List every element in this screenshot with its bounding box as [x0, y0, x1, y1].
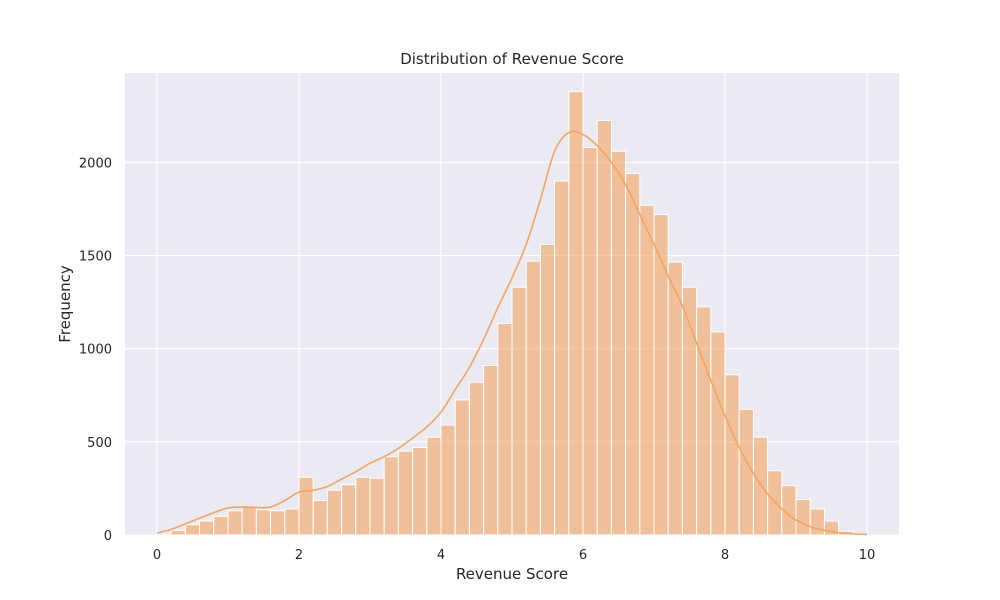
x-tick-label: 4: [437, 548, 445, 563]
histogram-bar: [596, 120, 612, 536]
histogram-bar: [270, 510, 286, 536]
histogram-bar: [369, 477, 385, 536]
histogram-bar: [326, 489, 343, 536]
histogram-bar: [554, 180, 570, 536]
histogram-bar: [809, 508, 825, 536]
histogram-bar: [539, 243, 556, 536]
histogram-bar: [738, 408, 754, 536]
x-tick-label: 2: [295, 548, 303, 563]
histogram-bar: [497, 323, 513, 536]
x-tick-label: 6: [579, 548, 587, 563]
histogram-bar: [184, 524, 201, 536]
histogram-bar: [525, 260, 541, 536]
histogram-bars: [170, 91, 868, 536]
histogram-bar: [227, 510, 243, 536]
histogram-bar: [667, 261, 683, 536]
chart-title: Distribution of Revenue Score: [400, 50, 624, 68]
histogram-bar: [341, 484, 357, 536]
histogram-bar: [241, 506, 257, 536]
histogram-bar: [284, 508, 300, 536]
histogram-bar: [312, 500, 328, 536]
histogram-bar: [625, 173, 641, 536]
tick-labels: 0 2 4 6 8 10 0 500 1000 1500 2000: [79, 156, 875, 563]
kde-curve-layer: [156, 130, 868, 536]
histogram-bar: [724, 374, 740, 536]
x-tick-label: 0: [153, 548, 161, 563]
histogram-bar: [383, 456, 399, 536]
y-tick-label: 1000: [79, 343, 112, 358]
histogram-bar: [397, 450, 414, 536]
histogram-bar: [440, 424, 456, 536]
histogram-bar: [752, 436, 769, 536]
y-tick-label: 0: [104, 529, 112, 544]
histogram-bar: [511, 286, 527, 536]
histogram-bar: [696, 306, 712, 536]
histogram-bar: [568, 91, 584, 536]
histogram-bar: [582, 147, 598, 536]
histogram-bar: [170, 529, 186, 536]
histogram-bar: [426, 436, 442, 536]
y-axis-label: Frequency: [56, 265, 74, 343]
histogram-bar: [213, 515, 229, 536]
histogram-bar: [483, 364, 499, 536]
histogram-bar: [653, 214, 669, 536]
histogram-bar: [298, 476, 314, 536]
histogram-bar: [355, 476, 371, 536]
histogram-bar: [795, 499, 811, 536]
x-tick-label: 10: [859, 548, 876, 563]
histogram-bar: [412, 446, 428, 536]
histogram-bar: [610, 150, 627, 536]
histogram-bar: [454, 399, 470, 536]
histogram-bar: [639, 204, 655, 536]
histogram-bar: [199, 520, 215, 536]
x-tick-label: 8: [721, 548, 729, 563]
y-tick-label: 500: [87, 436, 112, 451]
histogram-bar: [255, 509, 272, 536]
kde-curve: [156, 130, 868, 536]
histogram-bar: [710, 331, 726, 536]
y-tick-label: 2000: [79, 156, 112, 171]
y-tick-label: 1500: [79, 250, 112, 265]
histogram-bar: [468, 381, 485, 536]
x-axis-label: Revenue Score: [456, 565, 568, 583]
